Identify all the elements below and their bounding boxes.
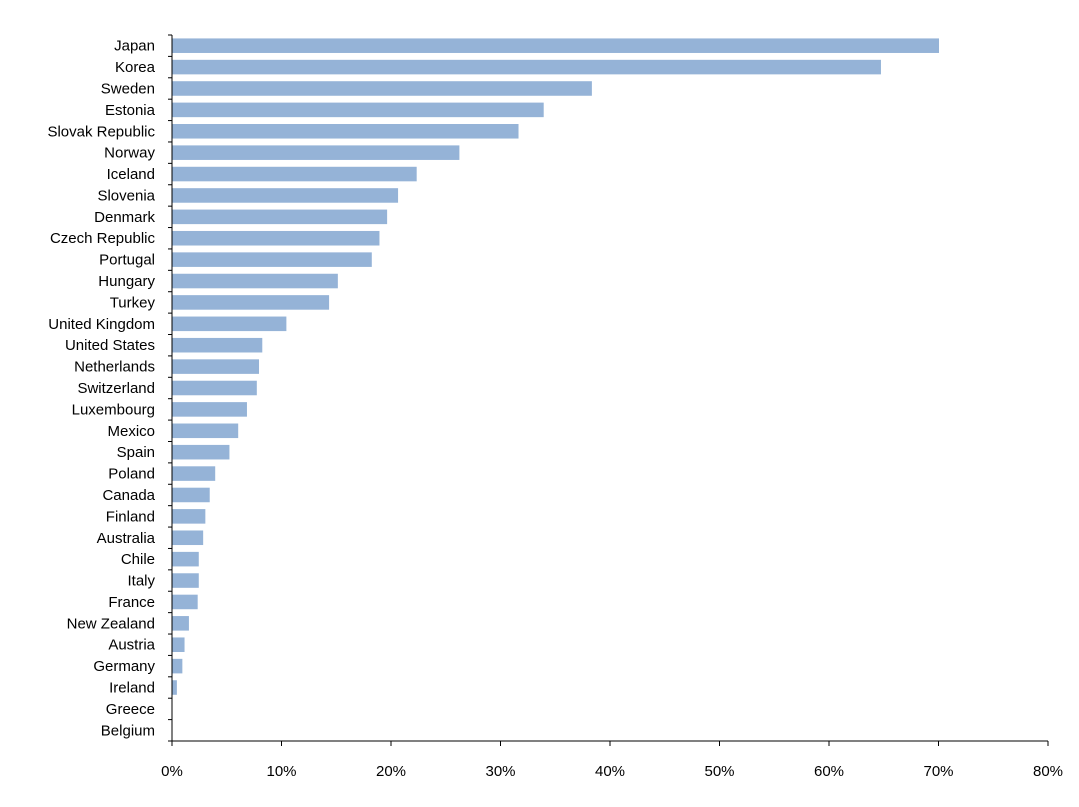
bar-netherlands [172,359,260,374]
bar-new-zealand [172,616,189,631]
bar-switzerland [172,380,257,396]
bar-poland [172,466,216,481]
bar-united-kingdom [172,316,287,332]
category-label-ireland: Ireland [109,680,155,697]
x-tick-label: 50% [704,763,734,780]
category-label-italy: Italy [127,573,155,590]
bar-turkey [172,295,330,310]
bar-estonia [172,102,544,118]
category-label-united-states: United States [65,337,155,354]
bar-korea [172,59,881,75]
bar-united-states [172,337,263,353]
bar-chile [172,551,199,567]
bar-spain [172,444,230,460]
x-axis-ticks-group: 0% 10% 20% 30% 40% 50% 60% 70% 80% [161,741,1063,780]
bar-luxembourg [172,402,247,417]
category-label-netherlands: Netherlands [74,359,155,376]
category-label-finland: Finland [106,508,155,525]
bar-australia [172,530,204,546]
x-tick-label: 0% [161,763,183,780]
category-label-switzerland: Switzerland [77,380,155,397]
bar-slovak-republic [172,123,519,139]
category-label-greece: Greece [106,701,155,718]
category-label-canada: Canada [102,487,155,504]
bars-group [172,38,939,695]
category-label-portugal: Portugal [99,252,155,269]
bar-ireland [172,680,177,695]
bar-finland [172,509,206,524]
category-label-austria: Austria [108,637,155,654]
x-tick-label: 70% [923,763,953,780]
bar-italy [172,573,199,588]
bar-czech-republic [172,230,380,246]
x-tick-label: 60% [814,763,844,780]
category-label-japan: Japan [114,38,155,55]
bar-slovenia [172,188,399,203]
x-tick-label: 10% [266,763,296,780]
x-tick-label: 40% [595,763,625,780]
bar-hungary [172,273,338,289]
bar-japan [172,38,939,53]
bar-france [172,594,198,610]
category-label-spain: Spain [117,444,155,461]
category-label-sweden: Sweden [101,80,155,97]
category-label-belgium: Belgium [101,722,155,739]
bar-portugal [172,252,372,267]
bar-norway [172,145,460,160]
x-tick-label: 30% [485,763,515,780]
category-label-hungary: Hungary [98,273,155,290]
y-axis-ticks-group [168,34,172,742]
bar-germany [172,658,183,674]
bar-sweden [172,81,592,96]
x-tick-label: 20% [376,763,406,780]
category-label-estonia: Estonia [105,102,156,119]
bar-denmark [172,209,388,225]
category-label-germany: Germany [93,658,155,675]
category-label-iceland: Iceland [107,166,155,183]
category-label-united-kingdom: United Kingdom [48,316,155,333]
category-label-mexico: Mexico [107,423,155,440]
category-label-turkey: Turkey [110,294,156,311]
category-label-australia: Australia [97,530,156,547]
category-label-chile: Chile [121,551,155,568]
bar-mexico [172,423,239,439]
x-tick-label: 80% [1033,763,1063,780]
category-label-poland: Poland [108,466,155,483]
category-label-new-zealand: New Zealand [67,615,155,632]
category-label-slovak-republic: Slovak Republic [47,123,155,140]
category-label-denmark: Denmark [94,209,155,226]
category-label-norway: Norway [104,145,155,162]
bar-austria [172,637,185,653]
category-label-luxembourg: Luxembourg [72,401,155,418]
category-labels-group: Japan Korea Sweden Estonia Slovak Republic No… [47,38,155,740]
bar-canada [172,487,210,503]
category-label-france: France [108,594,155,611]
category-label-korea: Korea [115,59,156,76]
category-label-czech-republic: Czech Republic [50,230,156,247]
category-label-slovenia: Slovenia [97,187,155,204]
bar-iceland [172,166,417,182]
